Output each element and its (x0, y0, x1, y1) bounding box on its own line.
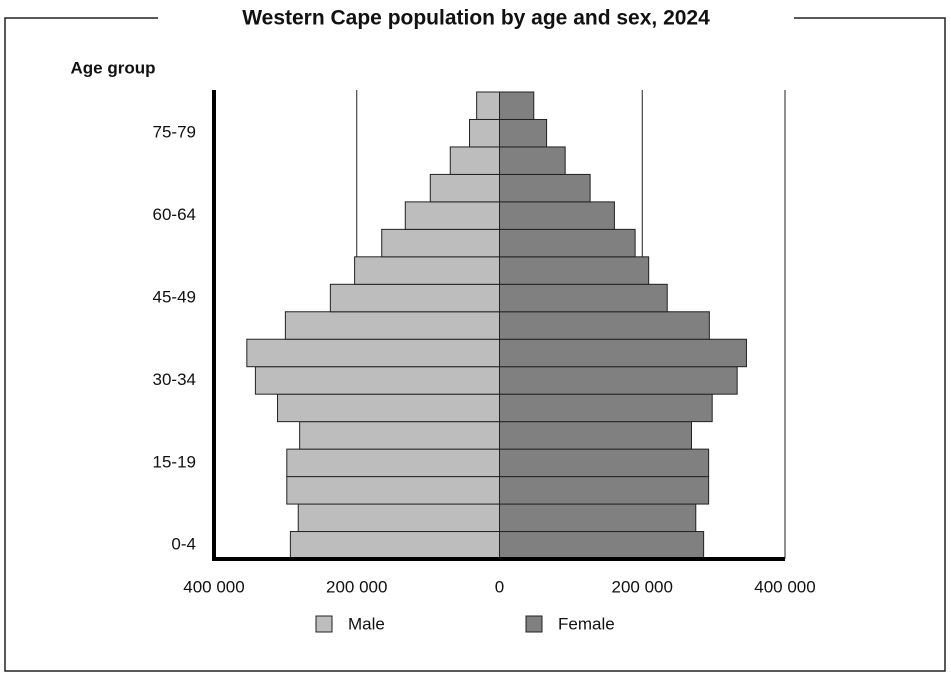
bar (254, 366, 500, 395)
bar (499, 283, 668, 313)
bar (499, 173, 591, 203)
y-tick-label: 60-64 (153, 205, 196, 224)
bar (381, 228, 501, 258)
legend-swatch (525, 615, 543, 633)
bar (499, 366, 738, 395)
bar (297, 503, 500, 533)
bar (499, 476, 710, 505)
x-tick-label: 400 000 (183, 577, 244, 596)
y-tick-label: 0-4 (171, 535, 196, 554)
bar (354, 256, 501, 285)
bar (284, 311, 500, 340)
y-tick-label: 15-19 (153, 452, 196, 471)
bar (286, 448, 500, 478)
y-tick-label: 75-79 (153, 123, 196, 142)
x-tick-label: 0 (495, 577, 504, 596)
bar (449, 146, 500, 175)
x-tick-label: 400 000 (754, 577, 815, 596)
y-tick-label: 30-34 (153, 370, 196, 389)
bar (499, 91, 535, 120)
bar (286, 476, 500, 505)
bar (476, 91, 501, 120)
bar (329, 283, 500, 313)
title-background (158, 4, 794, 32)
bar (499, 448, 710, 478)
bar (499, 146, 566, 175)
bar (499, 338, 747, 368)
bar (469, 118, 500, 148)
x-tick-label: 200 000 (326, 577, 387, 596)
bar (499, 503, 697, 533)
y-tick-label: 45-49 (153, 288, 196, 307)
bar (289, 531, 500, 560)
bar (499, 256, 650, 285)
bar (277, 393, 500, 423)
bar (499, 228, 636, 258)
legend-label: Male (348, 614, 385, 633)
legend-swatch (315, 615, 333, 633)
bar (499, 311, 710, 340)
bar (299, 421, 500, 450)
bar (499, 118, 548, 148)
bar (429, 173, 500, 203)
bar (499, 201, 615, 230)
bar (404, 201, 500, 230)
bar (246, 338, 500, 368)
y-axis-label: Age group (71, 58, 156, 77)
bar (499, 531, 705, 560)
chart-title: Western Cape population by age and sex, … (242, 7, 710, 30)
legend-label: Female (558, 614, 615, 633)
x-tick-label: 200 000 (612, 577, 673, 596)
bar (499, 421, 692, 450)
bar (499, 393, 713, 423)
